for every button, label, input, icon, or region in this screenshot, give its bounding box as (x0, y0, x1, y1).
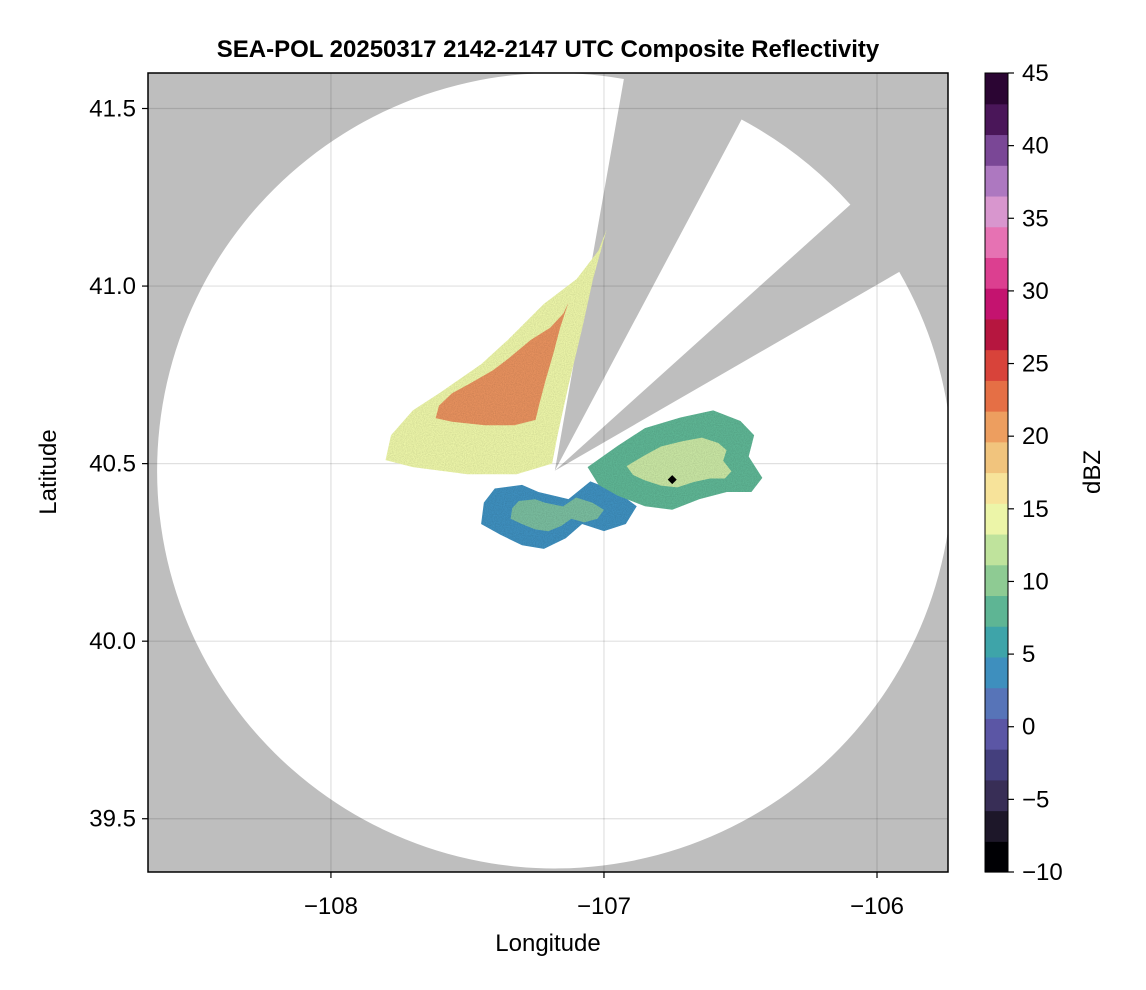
colorbar-swatch-15 (985, 380, 1008, 412)
colorbar-swatch-25 (985, 73, 1008, 105)
echo-texture-1 (481, 481, 637, 549)
colorbar-swatch-12 (985, 472, 1008, 504)
y-axis-ticks: 39.5 40.0 40.5 41.0 41.5 (89, 96, 148, 833)
colorbar-swatch-8 (985, 595, 1008, 627)
colorbar-swatch-3 (985, 749, 1008, 781)
colorbar-tick-label-0: −10 (1022, 859, 1063, 886)
colorbar-swatch-20 (985, 226, 1008, 258)
x-axis-label: Longitude (495, 930, 600, 957)
y-tick-label-3: 41.0 (89, 273, 136, 300)
y-tick-label-2: 40.5 (89, 451, 136, 478)
colorbar-swatch-4 (985, 718, 1008, 750)
colorbar-frame (984, 72, 1009, 873)
colorbar-tick-label-5: 15 (1022, 496, 1049, 523)
echo-texture-0 (385, 229, 607, 475)
colorbar-swatch-2 (985, 779, 1008, 812)
colorbar-tick-label-1: −5 (1022, 786, 1049, 813)
colorbar: −10 −5 0 5 10 15 20 25 30 35 40 45 dBZ (984, 60, 1106, 886)
colorbar-swatch-9 (985, 564, 1008, 597)
colorbar-swatch-10 (985, 533, 1008, 566)
colorbar-tick-label-8: 30 (1022, 278, 1049, 305)
colorbar-ticks: −10 −5 0 5 10 15 20 25 30 35 40 45 (1008, 60, 1063, 886)
reflectivity-echoes (385, 229, 763, 549)
x-axis-ticks: −108 −107 −106 (304, 872, 904, 920)
colorbar-swatches (985, 73, 1008, 873)
colorbar-tick-label-6: 20 (1022, 423, 1049, 450)
colorbar-swatch-14 (985, 411, 1008, 443)
colorbar-swatch-21 (985, 195, 1008, 228)
colorbar-swatch-22 (985, 165, 1008, 197)
colorbar-swatch-24 (985, 103, 1008, 136)
colorbar-tick-label-10: 40 (1022, 133, 1049, 160)
colorbar-swatch-19 (985, 257, 1008, 289)
colorbar-swatch-1 (985, 810, 1008, 842)
colorbar-tick-label-11: 45 (1022, 60, 1049, 87)
colorbar-swatch-23 (985, 134, 1008, 166)
colorbar-tick-label-3: 5 (1022, 641, 1035, 668)
station-marker (667, 475, 677, 485)
colorbar-swatch-17 (985, 318, 1008, 351)
colorbar-tick-label-7: 25 (1022, 351, 1049, 378)
colorbar-swatch-13 (985, 441, 1008, 474)
y-axis-label: Latitude (35, 429, 62, 514)
colorbar-label: dBZ (1079, 450, 1106, 494)
chart-title: SEA-POL 20250317 2142-2147 UTC Composite… (217, 36, 880, 63)
echo-texture-2 (587, 410, 763, 510)
colorbar-swatch-0 (985, 841, 1008, 873)
x-tick-label-0: −108 (304, 893, 358, 920)
colorbar-tick-label-2: 0 (1022, 714, 1035, 741)
colorbar-swatch-16 (985, 349, 1008, 381)
colorbar-swatch-7 (985, 626, 1008, 658)
colorbar-tick-label-9: 35 (1022, 205, 1049, 232)
plot-frame (147, 72, 949, 873)
colorbar-tick-label-4: 10 (1022, 568, 1049, 595)
plot-area (147, 72, 949, 873)
y-tick-label-0: 39.5 (89, 806, 136, 833)
colorbar-swatch-11 (985, 503, 1008, 535)
x-tick-label-1: −107 (577, 893, 631, 920)
colorbar-swatch-6 (985, 656, 1008, 689)
y-tick-label-4: 41.5 (89, 96, 136, 123)
y-tick-label-1: 40.0 (89, 628, 136, 655)
radar-coverage-area (157, 73, 948, 869)
colorbar-swatch-18 (985, 288, 1008, 320)
colorbar-swatch-5 (985, 687, 1008, 719)
x-tick-label-2: −106 (850, 893, 904, 920)
